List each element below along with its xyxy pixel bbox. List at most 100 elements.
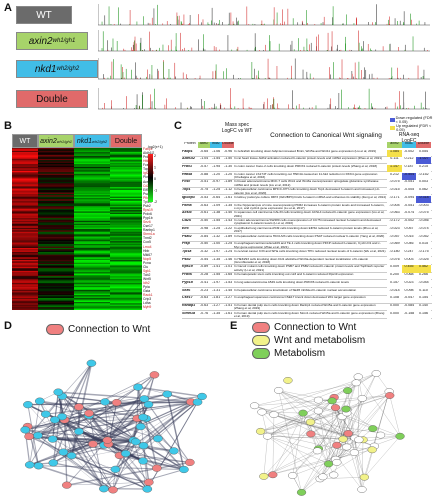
heatmap-cell [74,227,110,230]
wnt-connected-protein-node [152,464,162,472]
heatmap-cell [12,161,38,164]
wnt-connected-protein-node [149,371,160,379]
mass-spec-logfc: -0.32 [199,249,209,253]
heatmap-cell [38,249,74,251]
network-edge [66,481,149,486]
heatmap-cell [74,207,110,210]
heatmap-cell [38,262,74,265]
heatmap-cell [74,261,110,264]
network-edge [260,431,355,453]
heatmap-cell [38,246,74,249]
heatmap-cell [12,250,38,253]
heatmap-cell [12,223,38,226]
network-edge [78,386,139,432]
wnt-connection-text: In colon cancer Caco-2 cells knocking do… [234,164,378,168]
other-node [288,472,298,479]
heatmap-cell [12,172,38,174]
heatmap-cell [110,264,142,266]
protein-node [20,426,30,434]
rnaseq-logfc: -0.158 [402,311,416,319]
heatmap-cell [12,254,38,257]
rnaseq-logfc: -0.046 [416,219,431,227]
heatmap-cell [12,220,38,223]
heatmap-cell [12,166,38,169]
table-column-header: Protein [182,142,198,148]
network-edge [267,436,318,452]
rnaseq-logfc: -0.051 [402,180,416,188]
heatmap-cell [38,287,74,289]
mass-spec-logfc: -1.97 [211,249,221,253]
other-node [371,370,381,377]
heatmap-cell [12,222,38,224]
heatmap-gene-label: Pcna [143,260,151,265]
wnt-connection-text: In squamous cell carcinoma CAL33 cells k… [234,211,385,218]
heatmap-cell [110,296,142,299]
mass-spec-logfc: -0.50 [199,242,209,246]
other-node [357,395,367,402]
heatmap-cell [110,218,142,220]
heatmap-cell [12,204,38,207]
heatmap-gene-label: Hbb [143,248,150,253]
network-edge [88,412,148,490]
heatmap-cell [12,235,38,238]
other-node [351,379,361,387]
heatmap-cell [110,260,142,262]
table-row [182,226,432,234]
heatmap-cell [110,203,142,205]
heatmap-cell [38,230,74,232]
heatmap-cell [38,297,74,300]
heatmap-cell [110,157,142,160]
protein-name: Pkma [182,203,192,207]
heatmap-cell [74,214,110,216]
heatmap-cell [12,185,38,188]
mass-spec-logfc: -0.41 [199,280,209,284]
table-row [182,157,432,165]
protein-node [53,388,64,396]
network-edge [38,465,114,491]
other-node [250,402,260,410]
network-edge [146,401,198,490]
heatmap-cell [12,305,38,308]
heatmap-cell [12,261,38,264]
heatmap-gene-label: Eif5 [143,187,149,192]
heatmap-cell [12,283,38,285]
mass-spec-logfc: -1.12 [223,188,233,192]
heatmap-cell [12,150,38,153]
heatmap-cell [110,208,142,211]
heatmap-cell [38,158,74,161]
heatmap-cell [110,177,142,180]
table-row [182,188,432,196]
heatmap-cell [12,256,38,258]
heatmap-cell [74,239,110,242]
heatmap-cell [74,156,110,158]
heatmap-cell [110,284,142,286]
heatmap-cell [38,179,74,181]
heatmap-cell [12,247,38,250]
heatmap-cell [74,203,110,205]
network-edge [27,418,138,427]
heatmap-cell [74,224,110,227]
table-row [182,311,432,319]
heatmap-gene-label: Ranbp1 [143,228,155,233]
heatmap-cell [38,273,74,276]
wnt-connected-protein-node [108,486,118,494]
network-edge [37,412,90,437]
rnaseq-logfc: 0.108 [387,296,402,304]
protein-node [66,452,77,460]
heatmap-cell [110,202,142,204]
table-row [182,296,432,304]
heatmap-cell [110,187,142,189]
heatmap-gene-label: Fabp1 [143,147,153,151]
protein-name: Cd2S [182,219,192,223]
rnaseq-logfc: 0.057 [402,226,416,234]
rnaseq-logfc: -0.075 [416,211,431,219]
heatmap-cell [74,237,110,239]
heatmap-cell [110,224,142,227]
network-edge [133,401,192,441]
heatmap-cell [110,265,142,268]
heatmap-cell [74,165,110,168]
heatmap-cell [38,164,74,166]
heatmap-cell [74,235,110,238]
scale-tick: -2 [154,200,157,204]
heatmap-cell [38,245,74,247]
